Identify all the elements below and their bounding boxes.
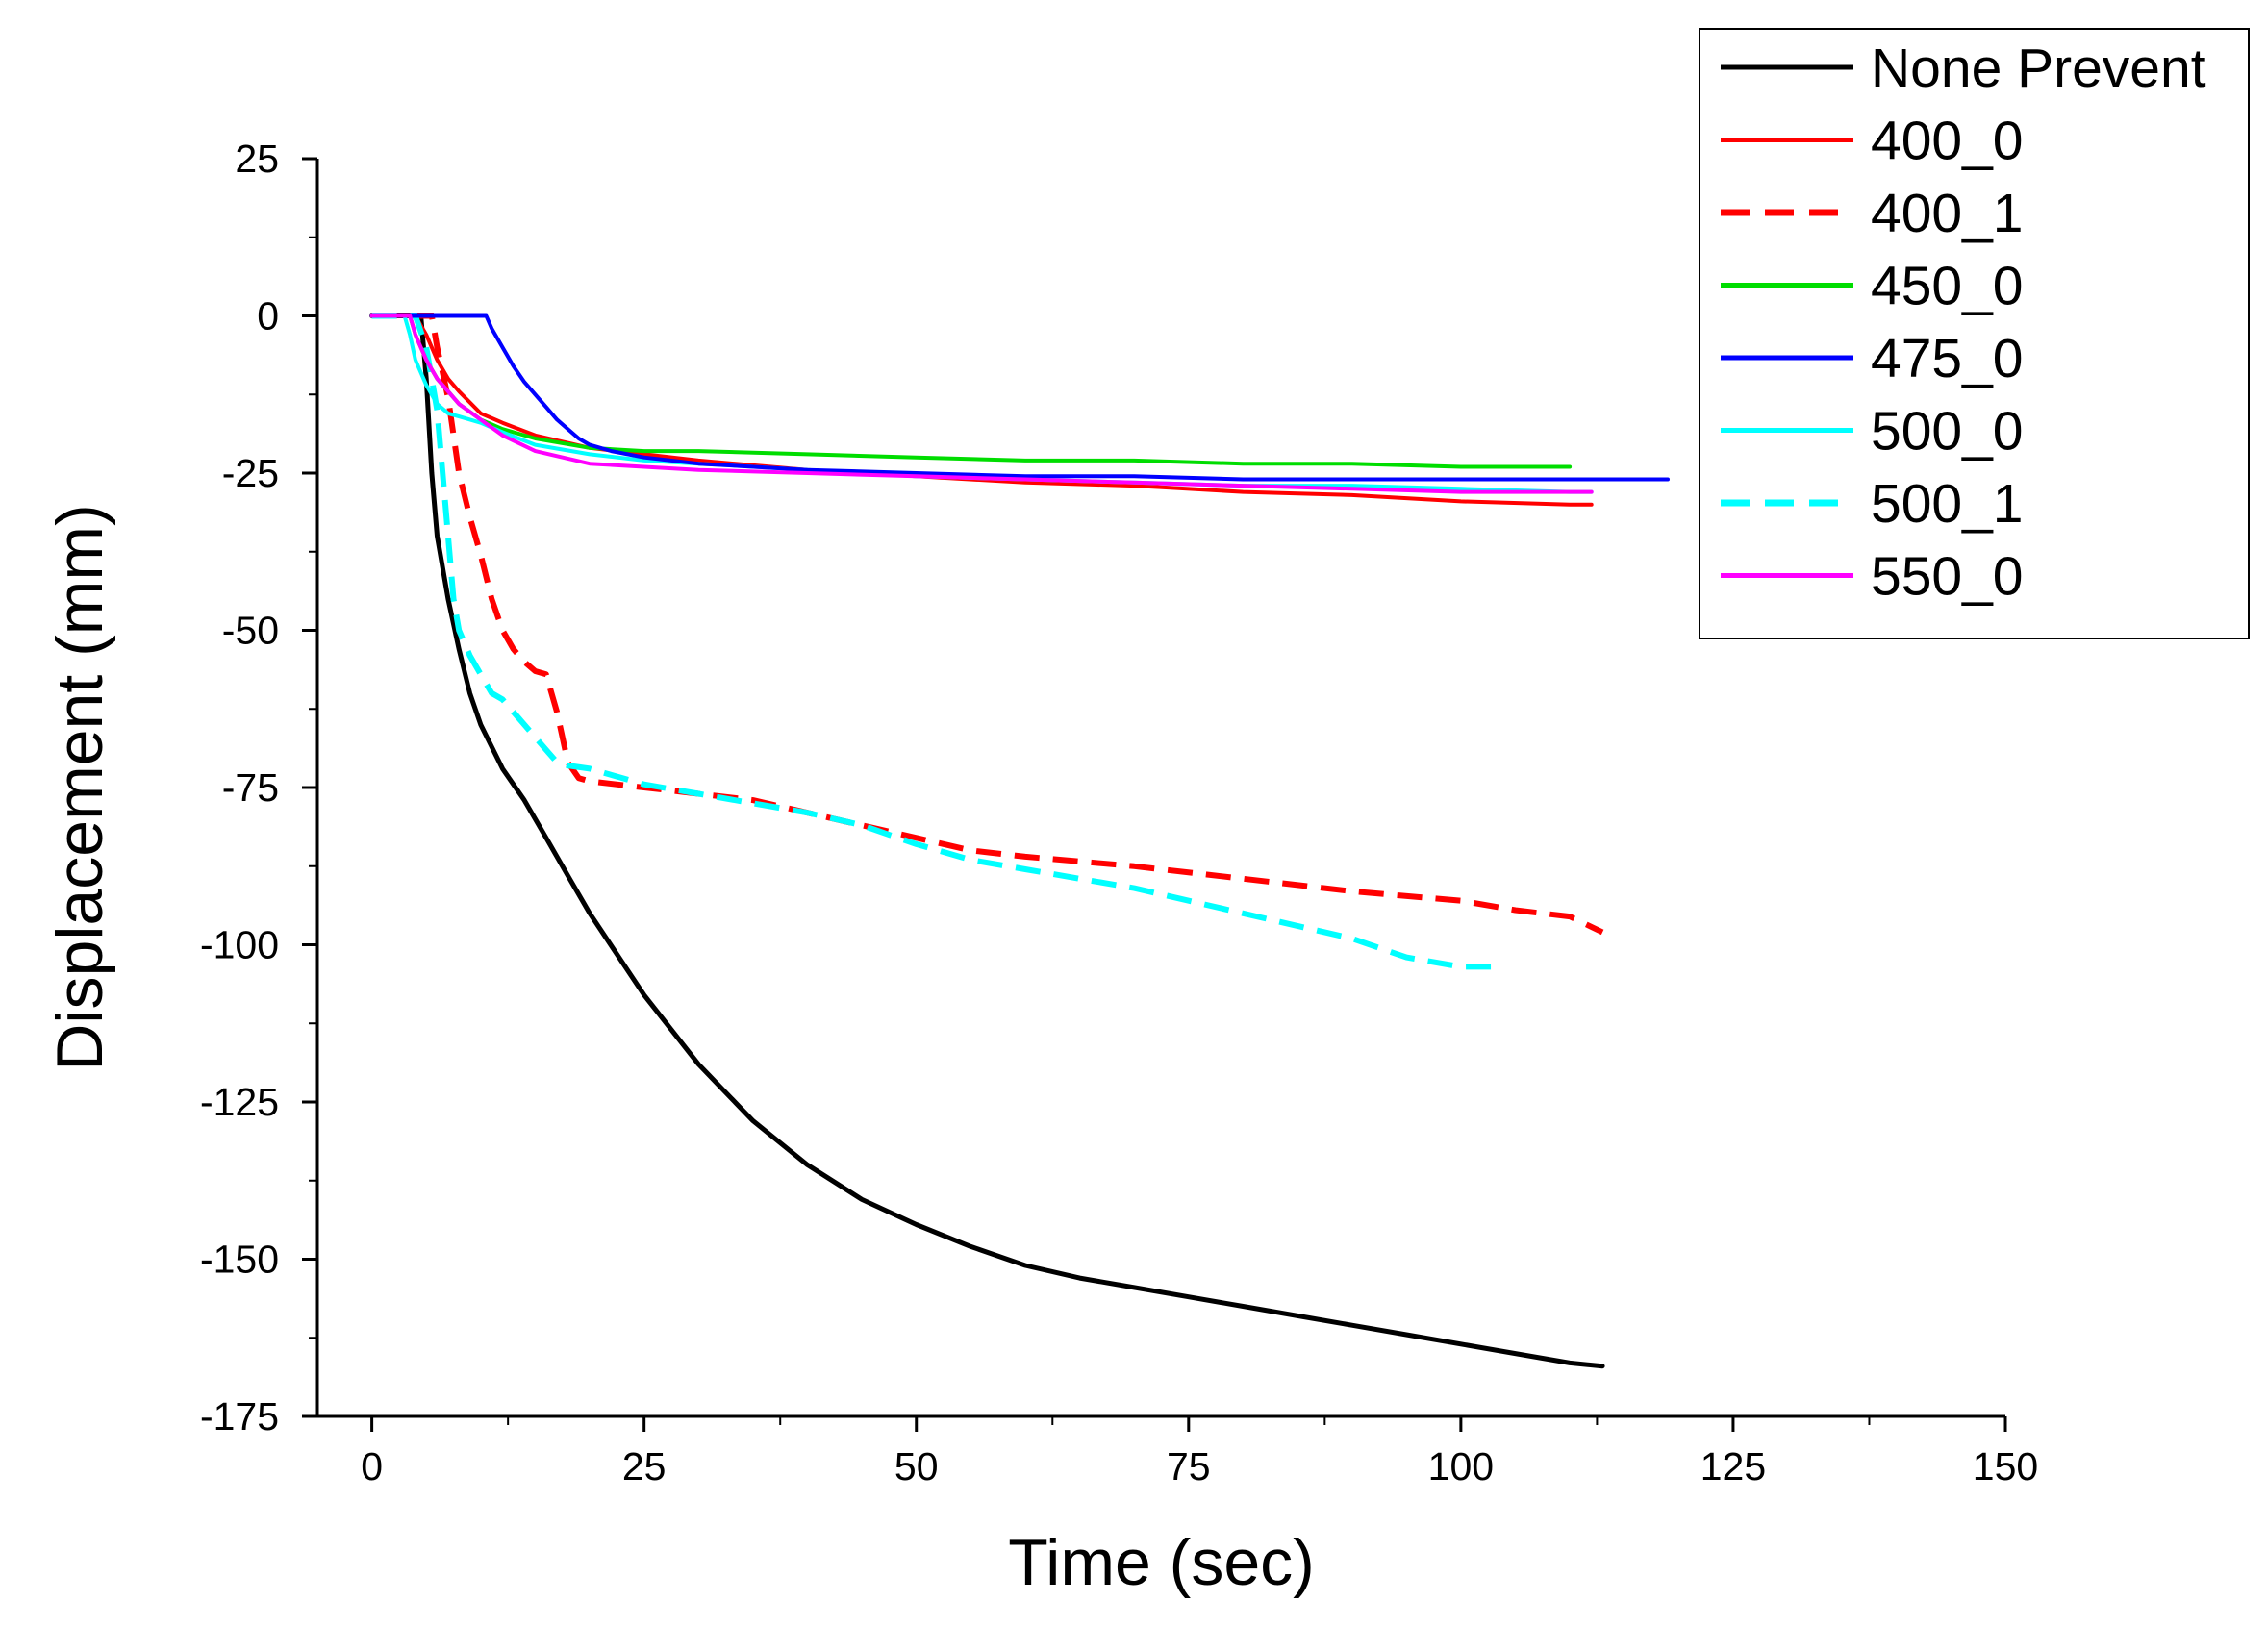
series-line-400-1	[371, 313, 1604, 936]
legend: None Prevent 400_0 400_1 450_0 475_0 500_0 500…	[1699, 28, 2250, 639]
legend-label: 450_0	[1871, 256, 2024, 317]
y-tick-label: -25	[222, 451, 279, 495]
x-tick-label: 25	[622, 1444, 667, 1489]
y-tick-label: 25	[235, 137, 279, 181]
series-line-none-prevent	[369, 313, 1605, 1369]
axis-ticks: 0 25 50 75 100 125 150 25 0 -25 -50 -75 -100 -125 -150…	[200, 137, 2038, 1489]
x-tick-label: 75	[1167, 1444, 1211, 1489]
x-tick-label: 0	[361, 1444, 383, 1489]
series-line-500-1	[371, 313, 1494, 970]
y-tick-label: 0	[257, 294, 279, 338]
series-line-450-0	[369, 313, 1573, 469]
x-tick-label: 100	[1428, 1444, 1494, 1489]
y-tick-label: -50	[222, 609, 279, 653]
series-line-400-0	[369, 313, 1594, 507]
legend-label: 475_0	[1871, 328, 2024, 389]
y-tick-label: -75	[222, 765, 279, 810]
series-layer	[369, 313, 1670, 1369]
y-tick-label: -125	[200, 1080, 279, 1124]
legend-label: 400_0	[1871, 111, 2024, 172]
legend-label: 550_0	[1871, 546, 2024, 608]
series-line-550-0	[369, 313, 1594, 494]
legend-label: None Prevent	[1871, 38, 2206, 99]
legend-box	[1699, 28, 2250, 639]
y-tick-label: -100	[200, 923, 279, 967]
y-axis-title: Displacement (mm)	[43, 504, 116, 1070]
y-tick-label: -175	[200, 1394, 279, 1439]
x-axis-title: Time (sec)	[1008, 1526, 1315, 1599]
x-tick-label: 50	[894, 1444, 939, 1489]
x-tick-label: 125	[1700, 1444, 1766, 1489]
y-tick-label: -150	[200, 1238, 279, 1282]
legend-label: 500_0	[1871, 401, 2024, 463]
legend-label: 400_1	[1871, 183, 2024, 244]
x-tick-label: 150	[1973, 1444, 2038, 1489]
series-line-475-0	[369, 313, 1670, 482]
legend-label: 500_1	[1871, 473, 2024, 535]
